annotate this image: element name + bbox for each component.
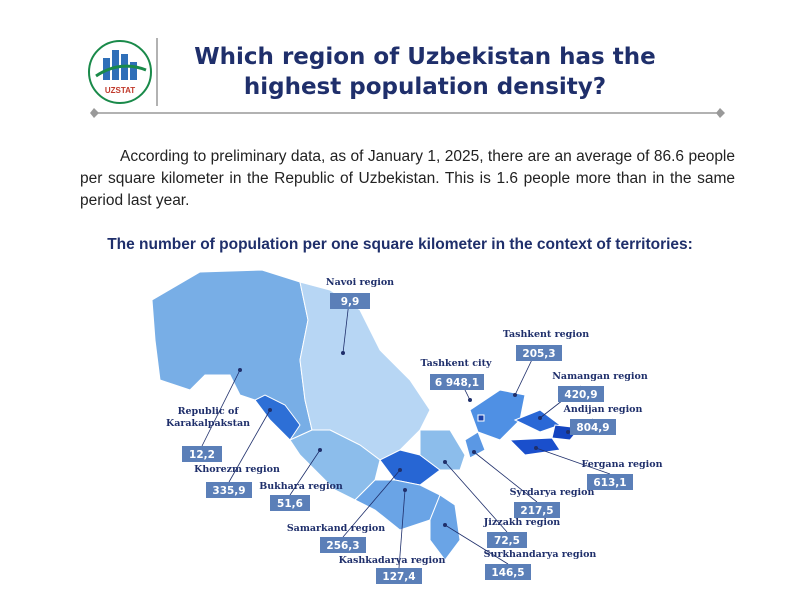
region-value: 256,3 xyxy=(326,540,359,552)
syrdarya xyxy=(464,431,486,459)
region-name: Syrdarya region xyxy=(510,487,595,498)
map xyxy=(151,269,581,561)
region-value: 205,3 xyxy=(522,348,555,360)
region-value: 127,4 xyxy=(382,571,415,583)
paragraph: According to preliminary data, as of Jan… xyxy=(80,148,735,209)
region-value: 6 948,1 xyxy=(435,377,479,389)
leader-dot xyxy=(403,488,407,492)
leader-line xyxy=(201,369,241,447)
value-box xyxy=(558,386,604,402)
value-box xyxy=(182,446,222,462)
khorezm xyxy=(254,394,301,441)
value-box xyxy=(516,345,562,361)
value-box xyxy=(206,482,252,498)
region-name: Samarkand region xyxy=(287,523,385,534)
namangan xyxy=(513,409,562,433)
leader-line xyxy=(289,449,321,496)
region-name: Khorezm region xyxy=(194,464,280,475)
region-value: 12,2 xyxy=(189,449,215,461)
region-value: 9,9 xyxy=(341,296,360,308)
region-value: 72,5 xyxy=(494,535,520,547)
region-value: 420,9 xyxy=(564,389,597,401)
leader-dot xyxy=(398,468,402,472)
hex xyxy=(716,108,725,118)
logo: UZSTAT xyxy=(88,40,152,104)
leader-line xyxy=(398,489,406,569)
leader-dot xyxy=(538,416,542,420)
subtitle: The number of population per one square … xyxy=(107,236,693,253)
title-line: highest population density? xyxy=(243,74,607,100)
leader-line xyxy=(535,447,611,475)
hex xyxy=(90,108,99,118)
value-box xyxy=(485,564,531,580)
value-box xyxy=(487,532,527,548)
value-box xyxy=(514,502,560,518)
logo-text: UZSTAT xyxy=(105,86,135,95)
region-name: Kashkadarya region xyxy=(339,555,446,566)
leader-dot xyxy=(443,523,447,527)
region-value: 217,5 xyxy=(520,505,553,517)
labels: Navoi region 9,9 Tashkent region 205,3 Tashk… xyxy=(166,277,663,584)
value-box xyxy=(587,474,633,490)
leader-dot xyxy=(468,398,472,402)
region-name: Andijan region xyxy=(563,404,643,415)
title-line: Which region of Uzbekistan has the xyxy=(194,44,656,70)
title: Which region of Uzbekistan has the highe… xyxy=(180,42,670,102)
leader-dot xyxy=(513,393,517,397)
leader-line xyxy=(444,524,509,565)
value-box xyxy=(330,293,370,309)
region-name: Navoi region xyxy=(326,277,394,288)
region-name: Namangan region xyxy=(552,371,648,382)
jizzakh xyxy=(419,429,466,471)
leader-dot xyxy=(238,368,242,372)
surkhandarya xyxy=(429,494,461,561)
leader-dot xyxy=(534,446,538,450)
leader-dot xyxy=(318,448,322,452)
region-name: Tashkent city xyxy=(420,358,492,369)
value-box xyxy=(570,419,616,435)
value-box xyxy=(320,537,366,553)
region-name: Tashkent region xyxy=(503,329,589,340)
leader-dot xyxy=(443,460,447,464)
leader-line xyxy=(342,469,401,538)
region-name: Surkhandarya region xyxy=(484,549,597,560)
region-name: Karakalpakstan xyxy=(166,418,250,429)
value-box xyxy=(376,568,422,584)
leader-dot xyxy=(268,408,272,412)
region-value: 146,5 xyxy=(491,567,524,579)
region-value: 335,9 xyxy=(212,485,245,497)
leader-line xyxy=(228,409,271,483)
region-value: 51,6 xyxy=(277,498,303,510)
tashkent-city xyxy=(477,414,485,422)
region-name: Bukhara region xyxy=(259,481,343,492)
leader-dot xyxy=(472,450,476,454)
region-name: Republic of xyxy=(178,406,240,417)
leader-line xyxy=(444,461,508,533)
leader-dot xyxy=(566,430,570,434)
region-value: 613,1 xyxy=(593,477,626,489)
value-box xyxy=(430,374,484,390)
region-value: 804,9 xyxy=(576,422,609,434)
region-name: Fergana region xyxy=(582,459,663,470)
leader-dot xyxy=(341,351,345,355)
leader-line xyxy=(473,451,538,503)
region-name: Jizzakh region xyxy=(483,517,560,528)
value-box xyxy=(270,495,310,511)
